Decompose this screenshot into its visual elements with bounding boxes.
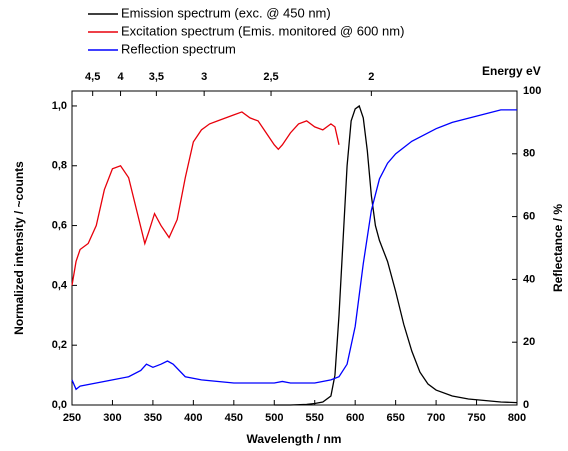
y2-tick-label: 20 — [523, 336, 535, 348]
y-tick-label: 0,8 — [52, 160, 67, 172]
legend-label: Excitation spectrum (Emis. monitored @ 6… — [121, 23, 404, 38]
x2-tick-label: 3 — [201, 71, 207, 83]
y-tick-label: 0,2 — [52, 339, 67, 351]
y2-tick-label: 40 — [523, 273, 535, 285]
y-axis-label: Normalized intensity / ~counts — [12, 161, 26, 335]
y-tick-label: 0,4 — [52, 279, 68, 291]
y-tick-label: 1,0 — [52, 100, 67, 112]
x-tick-label: 550 — [306, 412, 324, 424]
y-tick-label: 0,0 — [52, 399, 67, 411]
x-tick-label: 700 — [427, 412, 445, 424]
y2-tick-label: 80 — [523, 148, 535, 160]
x-tick-label: 250 — [63, 412, 81, 424]
legend-label: Reflection spectrum — [121, 41, 236, 56]
y-tick-label: 0,6 — [52, 219, 67, 231]
series-line — [71, 111, 340, 286]
x2-axis-label: Energy eV — [482, 64, 541, 78]
y2-axis-label: Reflectance / % — [551, 204, 565, 292]
y2-tick-label: 0 — [523, 399, 529, 411]
y2-tick-label: 60 — [523, 211, 535, 223]
plot-frame — [71, 90, 518, 406]
x2-tick-label: 3,5 — [149, 71, 164, 83]
x2-tick-label: 2 — [368, 71, 374, 83]
x-tick-label: 400 — [184, 412, 202, 424]
legend-label: Emission spectrum (exc. @ 450 nm) — [121, 5, 331, 20]
x-tick-label: 800 — [508, 412, 526, 424]
x2-tick-label: 4 — [117, 71, 124, 83]
x-tick-label: 450 — [225, 412, 243, 424]
x2-tick-label: 4,5 — [85, 71, 100, 83]
series-line — [274, 104, 518, 406]
y2-tick-label: 100 — [523, 85, 541, 97]
x-tick-label: 650 — [386, 412, 404, 424]
x-tick-label: 600 — [346, 412, 364, 424]
x-tick-label: 500 — [265, 412, 283, 424]
x-tick-label: 350 — [144, 412, 162, 424]
series-line — [71, 109, 517, 391]
x-tick-label: 750 — [467, 412, 485, 424]
x2-tick-label: 2,5 — [263, 71, 278, 83]
x-tick-label: 300 — [103, 412, 121, 424]
x-axis-label: Wavelength / nm — [247, 432, 342, 446]
